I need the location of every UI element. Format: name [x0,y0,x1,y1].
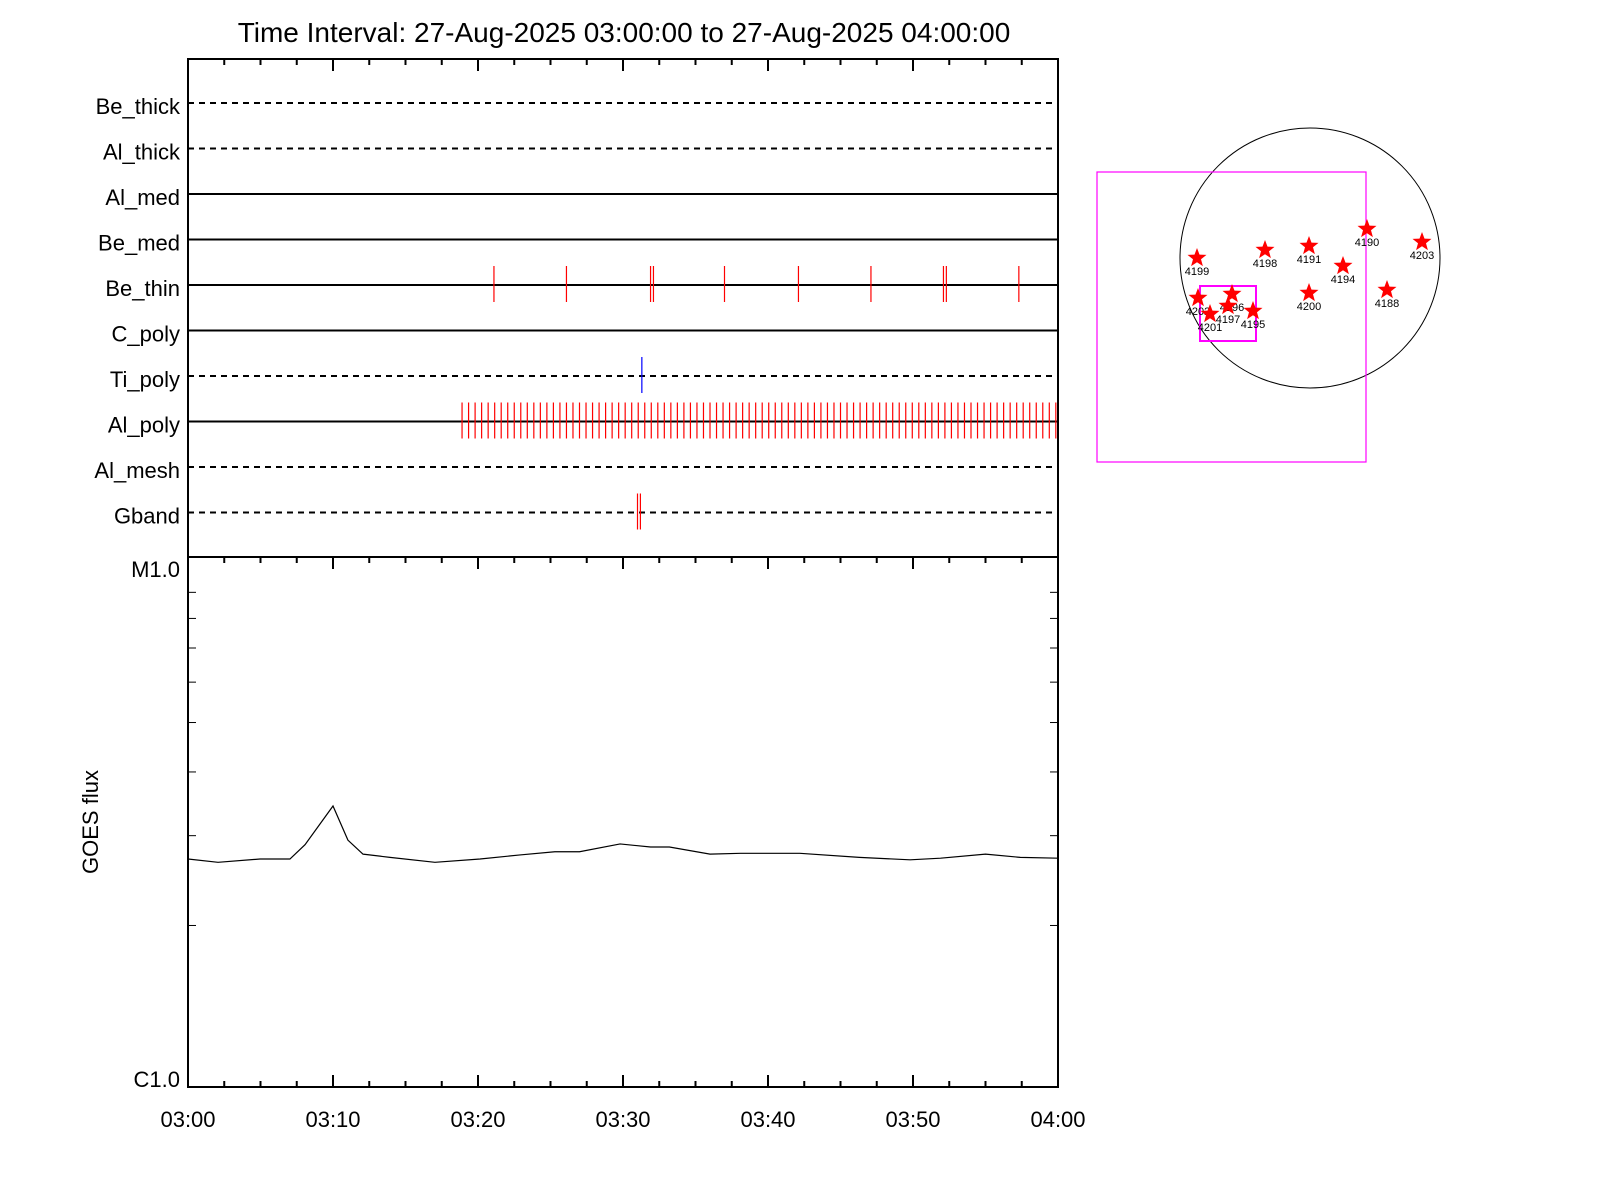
row-label: Gband [114,504,180,529]
chart-title: Time Interval: 27-Aug-2025 03:00:00 to 2… [238,17,1011,48]
row-label: Al_mesh [94,458,180,483]
event-panel: Be_thick Al_thick Al_med Be_med Be_thin C_pol… [94,58,1059,558]
event-panel-frame [187,58,1059,558]
goes-flux-line [187,804,1059,863]
field-of-view-box [1096,171,1367,463]
row-label: Ti_poly [110,367,180,392]
x-tick-label: 03:00 [160,1107,215,1132]
active-region-label: 4188 [1375,298,1399,310]
active-region-label: 4194 [1331,274,1355,286]
active-region-star-icon [1188,288,1208,307]
row-label: Al_poly [108,413,180,438]
active-region-star-icon [1200,304,1220,323]
x-tick-label: 03:20 [450,1107,505,1132]
active-region-label: 4198 [1253,258,1277,270]
x-tick-label: 04:00 [1030,1107,1085,1132]
x-tick-label: 03:50 [885,1107,940,1132]
active-region-star-icon [1412,232,1432,251]
goes-panel: C1.0 M1.0 03:00 03:10 03:20 03:30 03:40 03:50 04… [131,556,1086,1132]
sun-disk: 4199419841914190420341944188420042024196… [1096,127,1441,463]
active-region-star-icon [1218,296,1238,315]
active-region-label: 4201 [1198,322,1222,334]
active-region-label: 4203 [1410,250,1434,262]
x-tick-label: 03:40 [740,1107,795,1132]
active-region-star-icon [1299,283,1319,302]
active-region-star-icon [1255,240,1275,259]
active-region-star-icon [1222,284,1242,303]
y-tick-label: C1.0 [134,1067,180,1092]
y-axis-label: GOES flux [78,770,103,874]
active-region-label: 4197 [1216,314,1240,326]
active-region-star-icon [1357,219,1377,238]
active-region-label: 4199 [1185,266,1209,278]
x-tick-label: 03:10 [305,1107,360,1132]
active-region-label: 4195 [1241,319,1265,331]
active-region-label: 4191 [1297,254,1321,266]
row-label: Al_med [105,185,180,210]
x-tick-label: 03:30 [595,1107,650,1132]
active-region-star-icon [1333,256,1353,275]
active-region-label: 4202 [1186,306,1210,318]
row-label: Be_thin [105,276,180,301]
active-region-star-icon [1299,236,1319,255]
row-label: Be_med [98,231,180,256]
active-region-label: 4200 [1297,301,1321,313]
active-region-star-icon [1377,280,1397,299]
active-region-star-icon [1187,248,1207,267]
row-label: Be_thick [96,94,181,119]
active-region-star-icon [1243,301,1263,320]
solar-limb [1179,127,1441,389]
goes-panel-frame [187,556,1059,1088]
row-label: C_poly [112,322,180,347]
row-label: Al_thick [103,140,181,165]
active-region-label: 4190 [1355,237,1379,249]
y-tick-label: M1.0 [131,557,180,582]
